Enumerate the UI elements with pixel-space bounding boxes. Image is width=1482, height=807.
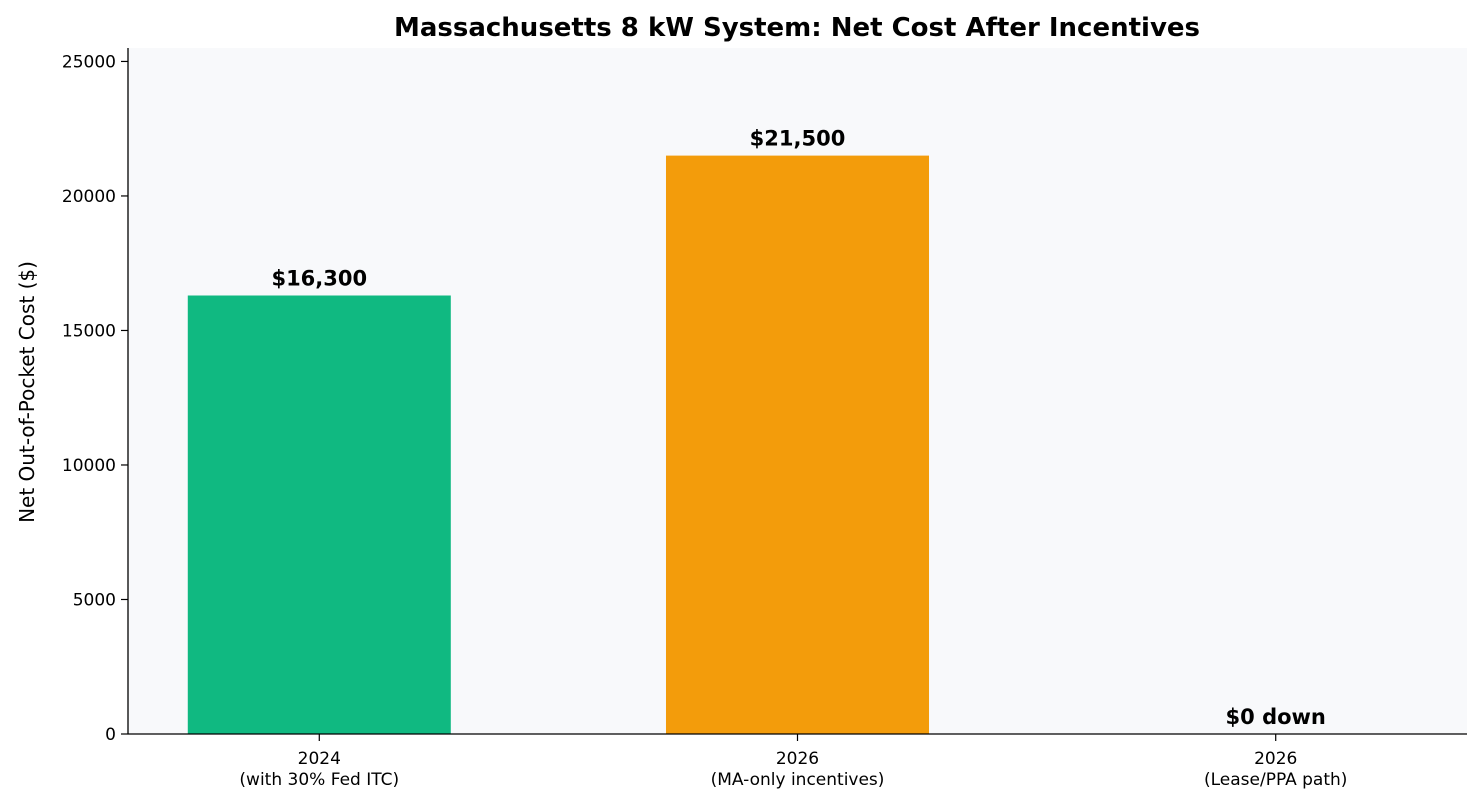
- y-tick-label-2: 10000: [62, 456, 116, 476]
- chart-title: Massachusetts 8 kW System: Net Cost Afte…: [394, 13, 1200, 43]
- data-labels-group: $16,300 $21,500 $0 down: [271, 127, 1325, 729]
- x-axis-ticks: 2024 (with 30% Fed ITC) 2026 (MA-only incen…: [239, 734, 1347, 790]
- x-tick-label-0: 2024 (with 30% Fed ITC): [239, 749, 399, 790]
- x-tick-label-1: 2026 (MA-only incentives): [711, 749, 885, 790]
- y-tick-label-4: 20000: [62, 187, 116, 207]
- bars-group: [187, 155, 930, 734]
- y-axis-label: Net Out-of-Pocket Cost ($): [15, 261, 39, 523]
- y-tick-label-0: 0: [105, 725, 116, 745]
- y-tick-label-5: 25000: [62, 52, 116, 72]
- bar-1: [665, 155, 930, 734]
- x-tick-label-2: 2026 (Lease/PPA path): [1204, 749, 1347, 790]
- y-tick-label-3: 15000: [62, 321, 116, 341]
- data-label-0: $16,300: [271, 266, 367, 290]
- y-tick-label-1: 5000: [73, 590, 116, 610]
- bar-0: [187, 295, 451, 734]
- data-label-1: $21,500: [750, 127, 846, 151]
- y-axis-ticks: 0 5000 10000 15000 20000 25000: [62, 52, 128, 745]
- data-label-2: $0 down: [1226, 705, 1326, 729]
